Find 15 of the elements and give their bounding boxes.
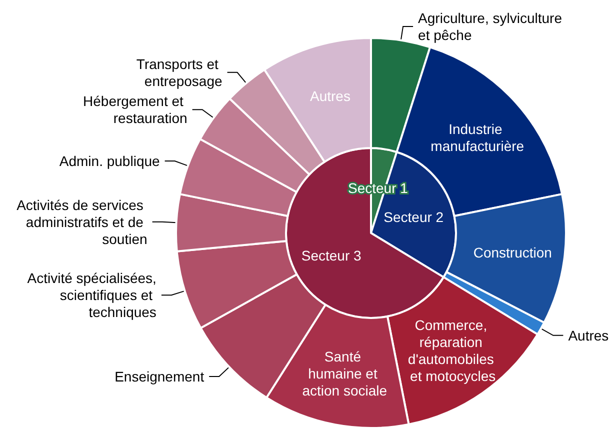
slice-label: Secteur 3: [301, 247, 362, 264]
slice-label: Autres: [310, 88, 350, 104]
slice-label: Commerce, réparation d'automobiles et motocycles: [408, 316, 498, 384]
slice-label: Transports et entreposage: [136, 56, 222, 89]
slice-label: Activités de services administratifs et de soutien: [16, 196, 148, 247]
slice-label: Activité spécialisées, scientifiques et techniques: [27, 270, 156, 320]
slice-label: Admin. publique: [59, 152, 160, 169]
slice-label: Industrie manufacturière: [430, 120, 524, 154]
slice-label: Secteur 2: [384, 209, 444, 226]
slice-label: Construction: [473, 244, 552, 261]
slice-label: Autres: [568, 327, 609, 344]
slice-label: Santé humaine et action sociale: [302, 348, 388, 399]
slice-label: Hébergement et restauration: [83, 93, 188, 126]
slice-label: Enseignement: [114, 368, 204, 385]
slice-label: Agriculture, sylviculture et pêche: [418, 10, 566, 43]
